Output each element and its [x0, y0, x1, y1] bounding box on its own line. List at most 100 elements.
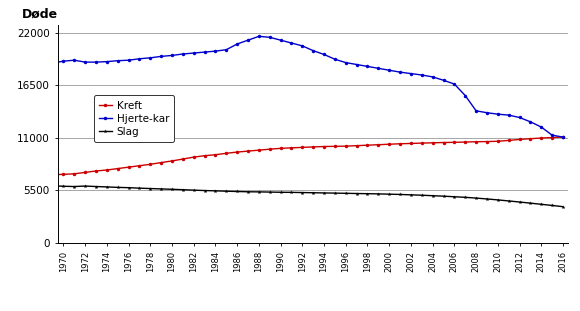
- Slag: [418, 193, 425, 197]
- Slag: [255, 190, 262, 194]
- Kreft: [201, 154, 208, 158]
- Hjerte-kar: [538, 125, 545, 129]
- Hjerte-kar: [71, 58, 78, 62]
- Slag: [288, 191, 295, 194]
- Hjerte-kar: [494, 112, 501, 116]
- Hjerte-kar: [49, 61, 56, 65]
- Slag: [71, 185, 78, 188]
- Slag: [375, 192, 382, 196]
- Slag: [136, 186, 143, 190]
- Hjerte-kar: [440, 78, 447, 82]
- Line: Slag: Slag: [50, 184, 565, 209]
- Hjerte-kar: [245, 38, 252, 42]
- Hjerte-kar: [223, 48, 230, 52]
- Kreft: [114, 167, 121, 170]
- Kreft: [538, 136, 545, 140]
- Kreft: [266, 147, 273, 151]
- Hjerte-kar: [277, 38, 284, 42]
- Kreft: [82, 170, 89, 174]
- Kreft: [190, 155, 197, 159]
- Slag: [277, 190, 284, 194]
- Kreft: [158, 161, 165, 165]
- Slag: [408, 193, 415, 197]
- Slag: [516, 200, 523, 204]
- Slag: [429, 194, 436, 197]
- Slag: [125, 186, 132, 189]
- Kreft: [375, 143, 382, 146]
- Kreft: [408, 142, 415, 145]
- Hjerte-kar: [82, 60, 89, 64]
- Hjerte-kar: [375, 67, 382, 70]
- Hjerte-kar: [505, 113, 512, 117]
- Kreft: [516, 137, 523, 141]
- Slag: [147, 187, 154, 190]
- Slag: [60, 184, 67, 188]
- Slag: [494, 198, 501, 202]
- Kreft: [288, 146, 295, 150]
- Slag: [93, 185, 100, 188]
- Hjerte-kar: [179, 52, 186, 56]
- Slag: [473, 196, 480, 200]
- Kreft: [234, 150, 241, 154]
- Hjerte-kar: [462, 94, 469, 97]
- Slag: [527, 201, 534, 205]
- Slag: [331, 191, 338, 195]
- Kreft: [505, 138, 512, 142]
- Hjerte-kar: [484, 111, 491, 114]
- Slag: [179, 188, 186, 192]
- Kreft: [342, 144, 349, 148]
- Slag: [82, 184, 89, 188]
- Slag: [364, 192, 371, 196]
- Kreft: [386, 142, 393, 146]
- Slag: [158, 187, 165, 191]
- Hjerte-kar: [331, 58, 338, 61]
- Hjerte-kar: [397, 70, 404, 74]
- Kreft: [494, 139, 501, 143]
- Slag: [560, 205, 567, 209]
- Hjerte-kar: [310, 49, 317, 53]
- Hjerte-kar: [190, 51, 197, 55]
- Slag: [266, 190, 273, 194]
- Hjerte-kar: [364, 65, 371, 68]
- Line: Kreft: Kreft: [51, 135, 565, 177]
- Kreft: [310, 145, 317, 149]
- Slag: [538, 202, 545, 206]
- Kreft: [245, 149, 252, 153]
- Hjerte-kar: [266, 35, 273, 39]
- Kreft: [71, 172, 78, 176]
- Slag: [49, 184, 56, 188]
- Hjerte-kar: [516, 116, 523, 119]
- Hjerte-kar: [288, 41, 295, 45]
- Hjerte-kar: [147, 56, 154, 60]
- Hjerte-kar: [255, 35, 262, 38]
- Kreft: [560, 135, 567, 139]
- Kreft: [321, 145, 328, 148]
- Kreft: [212, 153, 219, 157]
- Hjerte-kar: [169, 53, 176, 57]
- Hjerte-kar: [353, 63, 360, 66]
- Hjerte-kar: [408, 72, 415, 76]
- Kreft: [49, 173, 56, 177]
- Slag: [462, 195, 469, 199]
- Hjerte-kar: [212, 49, 219, 53]
- Hjerte-kar: [103, 60, 110, 63]
- Kreft: [169, 159, 176, 163]
- Kreft: [125, 165, 132, 169]
- Hjerte-kar: [158, 54, 165, 58]
- Kreft: [93, 169, 100, 173]
- Kreft: [331, 145, 338, 148]
- Kreft: [147, 162, 154, 166]
- Hjerte-kar: [560, 135, 567, 139]
- Kreft: [60, 172, 67, 176]
- Slag: [386, 192, 393, 196]
- Hjerte-kar: [60, 59, 67, 63]
- Slag: [245, 190, 252, 194]
- Kreft: [364, 143, 371, 147]
- Slag: [234, 190, 241, 193]
- Kreft: [103, 168, 110, 172]
- Kreft: [255, 148, 262, 152]
- Text: Døde: Døde: [22, 7, 59, 21]
- Slag: [505, 199, 512, 203]
- Kreft: [136, 164, 143, 168]
- Kreft: [462, 140, 469, 144]
